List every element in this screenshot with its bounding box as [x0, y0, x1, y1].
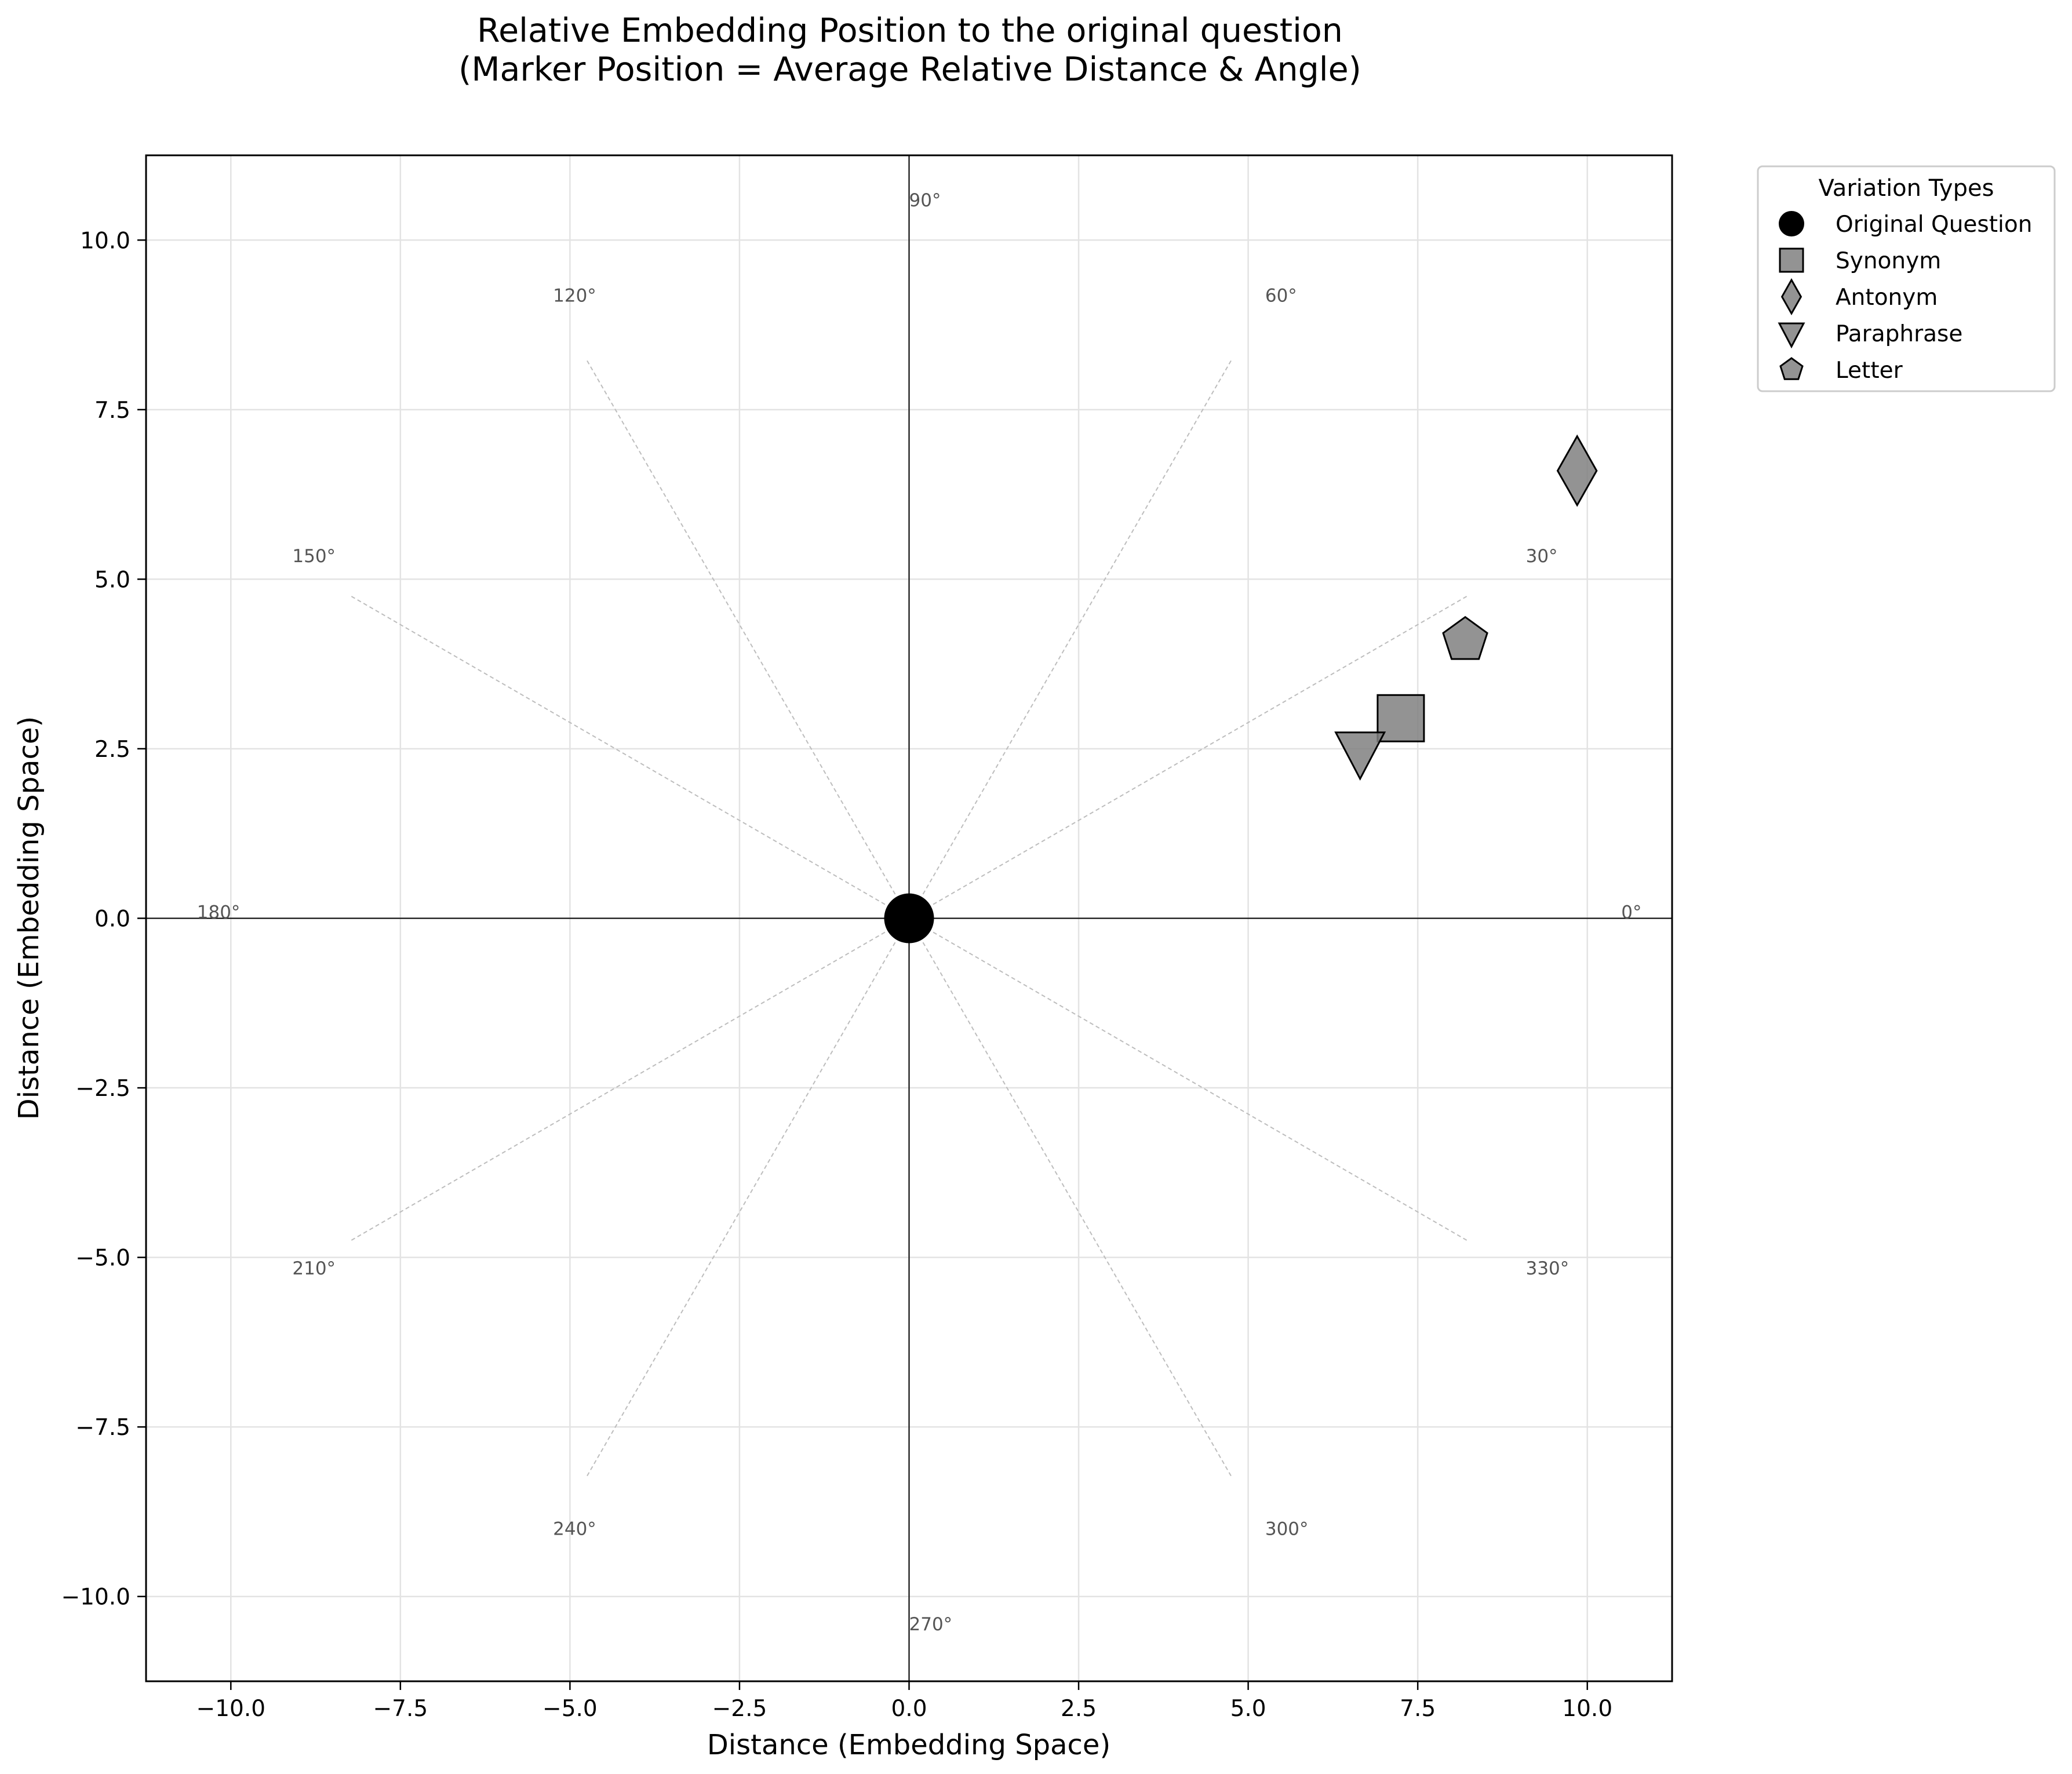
angle-label: 180° [197, 902, 241, 923]
radial-guide-line [908, 595, 1467, 919]
x-tick-label: −10.0 [196, 1696, 266, 1722]
legend-marker [1779, 357, 1804, 380]
radial-guide-line [351, 595, 910, 919]
angle-labels: 0° 30° 60° 90° 120° 150° 180° 210° 240° 270° 300° 3… [197, 190, 1642, 1635]
x-tick-label: −5.0 [542, 1696, 598, 1722]
y-tick-label: 0.0 [94, 906, 130, 932]
legend-label: Antonym [1836, 285, 1938, 311]
y-tick-label: −7.5 [75, 1415, 130, 1441]
radial-guide-line [586, 360, 910, 919]
x-tick-label: 0.0 [891, 1696, 927, 1722]
legend-label: Synonym [1836, 248, 1941, 274]
marker-paraphrase [1334, 731, 1386, 781]
legend-label: Paraphrase [1836, 321, 1962, 347]
legend-frame [1757, 165, 2056, 392]
legend-entries: Original Question Synonym Antonym Paraphras… [1778, 211, 2032, 384]
y-axis-label: Distance (Embedding Space) [13, 716, 45, 1120]
marker-synonym [1377, 694, 1425, 742]
x-axis-ticks: −10.0 −7.5 −5.0 −2.5 0.0 2.5 5.0 7.5 10.0 [196, 1681, 1612, 1722]
angle-label: 60° [1265, 285, 1297, 306]
angle-label: 240° [553, 1519, 596, 1540]
radial-guide-line [908, 360, 1232, 919]
radial-guide-line [586, 918, 910, 1477]
legend: Variation Types Original Question Synonym… [1757, 165, 2056, 392]
angle-label: 270° [909, 1614, 953, 1635]
radial-guides [351, 360, 1467, 1477]
angle-label: 330° [1526, 1258, 1570, 1279]
legend-label: Original Question [1836, 212, 2032, 238]
angle-label: 90° [909, 190, 941, 211]
x-tick-label: −7.5 [373, 1696, 428, 1722]
y-tick-label: −5.0 [75, 1245, 130, 1272]
angle-label: 120° [553, 285, 596, 306]
legend-marker [1780, 278, 1802, 316]
x-tick-label: 10.0 [1562, 1696, 1612, 1722]
x-tick-label: 2.5 [1061, 1696, 1097, 1722]
x-axis-label: Distance (Embedding Space) [707, 1729, 1110, 1761]
angle-label: 0° [1621, 902, 1641, 923]
x-tick-label: 5.0 [1230, 1696, 1266, 1722]
legend-marker [1779, 247, 1804, 273]
marker-letter [1442, 615, 1488, 660]
y-tick-label: −10.0 [61, 1584, 130, 1611]
legend-marker [1779, 211, 1804, 236]
angle-label: 150° [292, 546, 336, 567]
y-axis-ticks: −10.0 −7.5 −5.0 −2.5 0.0 2.5 5.0 7.5 10.0 [61, 228, 146, 1611]
radial-guide-line [351, 917, 909, 1241]
y-tick-label: 10.0 [80, 228, 130, 254]
angle-label: 300° [1265, 1519, 1309, 1540]
marker-original-question [884, 893, 934, 944]
radial-guide-line [908, 918, 1232, 1477]
legend-label: Letter [1836, 358, 1903, 384]
data-markers [884, 434, 1598, 944]
x-tick-label: 7.5 [1400, 1696, 1436, 1722]
legend-title: Variation Types [1819, 175, 1994, 202]
y-tick-label: −2.5 [75, 1076, 130, 1102]
angle-label: 210° [292, 1258, 336, 1279]
x-tick-label: −2.5 [712, 1696, 767, 1722]
y-tick-label: 2.5 [94, 737, 130, 763]
y-tick-label: 5.0 [94, 567, 130, 593]
angle-label: 30° [1526, 546, 1558, 567]
chart-subtitle: (Marker Position = Average Relative Dist… [458, 50, 1361, 89]
marker-antonym [1556, 434, 1598, 507]
chart-title: Relative Embedding Position to the origi… [477, 12, 1343, 50]
legend-marker [1778, 322, 1805, 349]
radial-guide-line [909, 917, 1467, 1241]
y-tick-label: 7.5 [94, 398, 130, 424]
